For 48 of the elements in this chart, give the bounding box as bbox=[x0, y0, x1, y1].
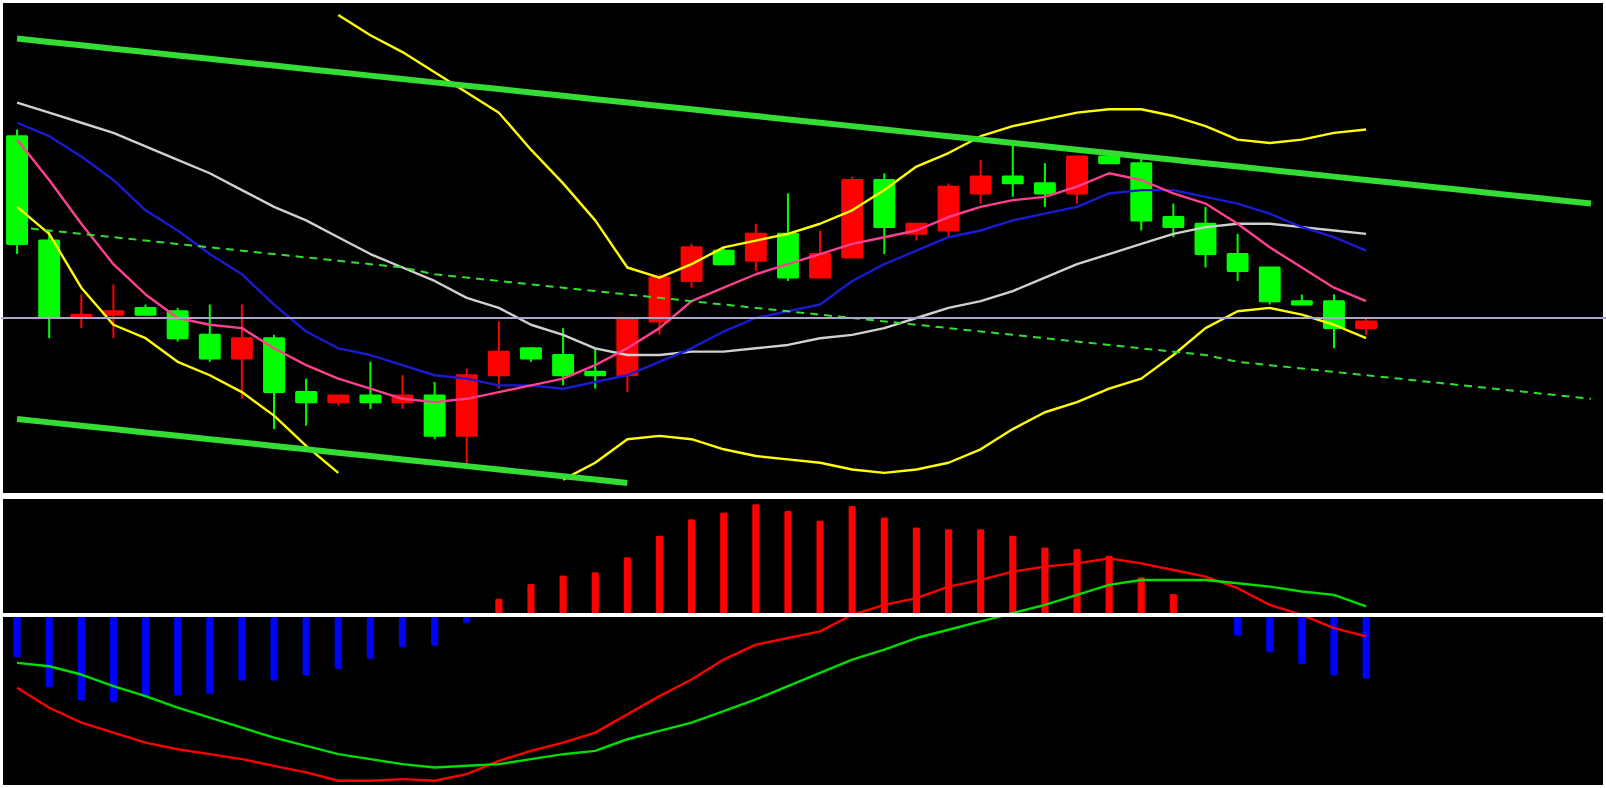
bar bbox=[334, 613, 342, 669]
bar bbox=[109, 613, 117, 703]
bar bbox=[527, 583, 535, 616]
candlestick bbox=[969, 158, 992, 205]
candlestick bbox=[198, 303, 221, 363]
bar bbox=[752, 504, 760, 616]
bar bbox=[591, 572, 599, 616]
candlestick bbox=[359, 360, 382, 410]
bar bbox=[141, 613, 150, 698]
bar bbox=[623, 557, 631, 616]
candlestick bbox=[423, 380, 446, 441]
candlestick bbox=[552, 327, 575, 387]
candlestick bbox=[809, 229, 832, 279]
bar bbox=[559, 575, 567, 616]
candlestick bbox=[744, 222, 767, 272]
bar bbox=[366, 613, 374, 659]
candlestick bbox=[680, 242, 703, 289]
bar bbox=[302, 613, 310, 676]
bar bbox=[13, 613, 21, 658]
bar bbox=[431, 613, 439, 646]
candlestick bbox=[873, 172, 896, 256]
candlestick bbox=[1066, 155, 1088, 205]
candlestick bbox=[1001, 141, 1024, 198]
candlestick bbox=[487, 320, 510, 390]
bar bbox=[1298, 613, 1306, 664]
bar bbox=[77, 613, 85, 701]
candlestick bbox=[584, 347, 607, 390]
candlestick bbox=[776, 192, 799, 282]
candlestick bbox=[295, 377, 318, 427]
bar bbox=[238, 613, 246, 681]
bar bbox=[688, 519, 696, 616]
bar bbox=[1330, 613, 1338, 676]
bar bbox=[206, 613, 214, 694]
bar bbox=[1362, 613, 1370, 679]
candlestick bbox=[1033, 162, 1056, 208]
candlestick bbox=[102, 283, 125, 340]
bar bbox=[816, 520, 824, 616]
candlestick bbox=[1258, 266, 1281, 306]
candlestick bbox=[230, 303, 253, 400]
bar bbox=[45, 613, 53, 688]
bar bbox=[1266, 613, 1274, 653]
bar bbox=[270, 613, 278, 681]
bar bbox=[720, 512, 728, 616]
candlestick bbox=[1226, 232, 1249, 282]
bar bbox=[174, 613, 182, 696]
bar bbox=[655, 535, 664, 616]
candlestick bbox=[1162, 202, 1185, 239]
bar bbox=[784, 510, 792, 616]
